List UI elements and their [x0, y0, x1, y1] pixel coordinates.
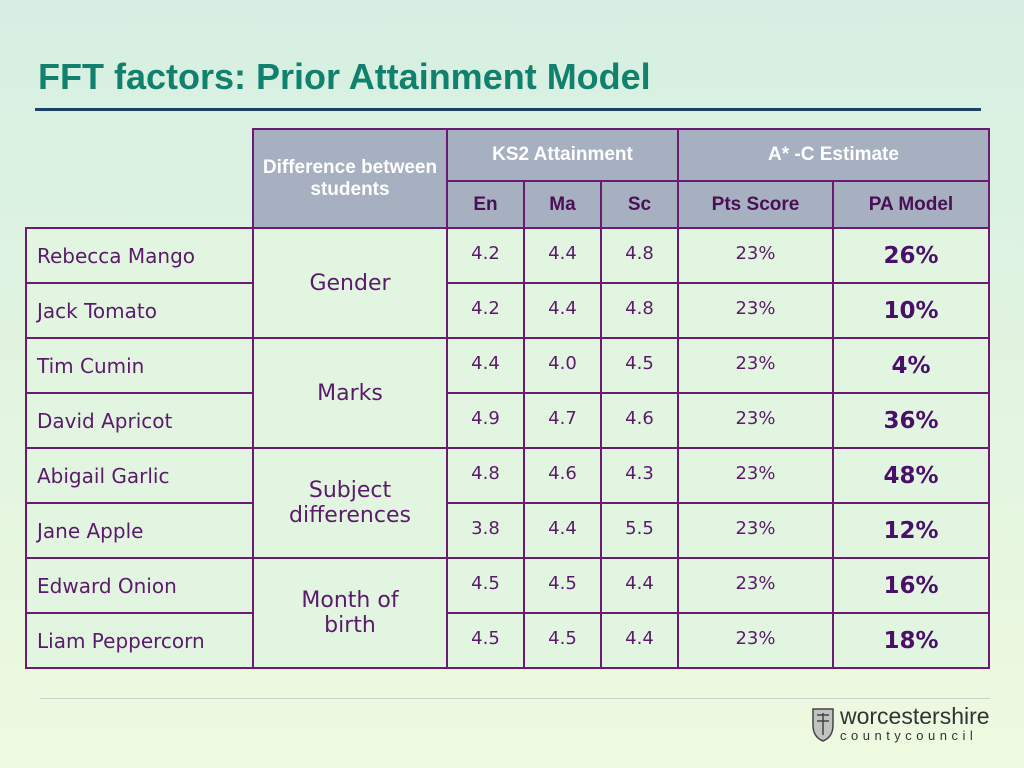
logo: worcestershire countycouncil: [810, 703, 995, 743]
table-row: Jack Tomato 4.2 4.4 4.8 23% 10%: [25, 282, 990, 339]
table-row: Edward Onion Month of birth 4.5 4.5 4.4 23% 16…: [25, 557, 990, 669]
footer-rule: [40, 698, 990, 699]
table-row: Liam Peppercorn 4.5 4.5 4.4 23% 18%: [25, 612, 990, 669]
title-rule: [35, 108, 981, 111]
value-cell: 4.5: [523, 557, 602, 614]
student-name: Tim Cumin: [25, 337, 254, 394]
header-cell: A* -C Estimate: [677, 128, 990, 182]
table-row: Tim Cumin Marks 4.4 4.0 4.5 23% 4%: [25, 337, 990, 449]
student-name: Edward Onion: [25, 557, 254, 614]
value-cell: 4.4: [446, 337, 525, 394]
value-cell: 3.8: [446, 502, 525, 559]
slide-title: FFT factors: Prior Attainment Model: [38, 56, 651, 97]
student-name: Rebecca Mango: [25, 227, 254, 284]
header-cell: Difference between students: [252, 128, 448, 229]
student-name: Liam Peppercorn: [25, 612, 254, 669]
value-cell: 23%: [677, 447, 834, 504]
value-cell: 23%: [677, 227, 834, 284]
table-row: Abigail Garlic Subject differences 4.8 4.6 4…: [25, 447, 990, 559]
value-cell: 23%: [677, 392, 834, 449]
value-cell: 4.6: [600, 392, 679, 449]
subheader-cell: PA Model: [832, 180, 990, 229]
value-cell: 4.4: [523, 502, 602, 559]
table-row: David Apricot 4.9 4.7 4.6 23% 36%: [25, 392, 990, 449]
value-cell: 4.4: [523, 282, 602, 339]
group-label: Gender: [252, 227, 448, 339]
group-label: Month of birth: [252, 557, 448, 669]
value-cell: 23%: [677, 337, 834, 394]
pa-model-cell: 48%: [832, 447, 990, 504]
crest-icon: [812, 708, 834, 742]
value-cell: 4.3: [600, 447, 679, 504]
group-label: Subject differences: [252, 447, 448, 559]
table-row: Jane Apple 3.8 4.4 5.5 23% 12%: [25, 502, 990, 559]
value-cell: 23%: [677, 282, 834, 339]
value-cell: 4.0: [523, 337, 602, 394]
header-cell: KS2 Attainment: [446, 128, 679, 182]
subheader-cell: Pts Score: [677, 180, 834, 229]
table-body: Rebecca Mango Gender 4.2 4.4 4.8 23% 26% Jack T…: [25, 227, 990, 669]
value-cell: 5.5: [600, 502, 679, 559]
pa-model-cell: 16%: [832, 557, 990, 614]
student-name: Abigail Garlic: [25, 447, 254, 504]
value-cell: 23%: [677, 612, 834, 669]
logo-name: worcestershire: [840, 703, 990, 729]
pa-model-cell: 26%: [832, 227, 990, 284]
group-label: Marks: [252, 337, 448, 449]
value-cell: 4.8: [600, 227, 679, 284]
value-cell: 4.5: [523, 612, 602, 669]
value-cell: 4.2: [446, 227, 525, 284]
value-cell: 4.2: [446, 282, 525, 339]
value-cell: 4.4: [600, 557, 679, 614]
data-table: Difference between students KS2 Attainme…: [25, 128, 990, 669]
subheader-cell: Sc: [600, 180, 679, 229]
value-cell: 4.4: [523, 227, 602, 284]
pa-model-cell: 4%: [832, 337, 990, 394]
value-cell: 4.9: [446, 392, 525, 449]
value-cell: 4.7: [523, 392, 602, 449]
value-cell: 4.5: [446, 557, 525, 614]
value-cell: 4.4: [600, 612, 679, 669]
student-name: David Apricot: [25, 392, 254, 449]
subheader-cell: En: [446, 180, 525, 229]
value-cell: 4.8: [446, 447, 525, 504]
value-cell: 4.6: [523, 447, 602, 504]
blank-cell: [26, 129, 253, 228]
pa-model-cell: 12%: [832, 502, 990, 559]
pa-model-cell: 18%: [832, 612, 990, 669]
student-name: Jane Apple: [25, 502, 254, 559]
value-cell: 23%: [677, 502, 834, 559]
subheader-row: En Ma Sc Pts Score PA Model: [26, 180, 990, 229]
subheader-cell: Ma: [523, 180, 602, 229]
pa-model-cell: 10%: [832, 282, 990, 339]
table-row: Rebecca Mango Gender 4.2 4.4 4.8 23% 26%: [25, 227, 990, 339]
value-cell: 4.8: [600, 282, 679, 339]
value-cell: 23%: [677, 557, 834, 614]
pa-model-cell: 36%: [832, 392, 990, 449]
value-cell: 4.5: [600, 337, 679, 394]
value-cell: 4.5: [446, 612, 525, 669]
student-name: Jack Tomato: [25, 282, 254, 339]
logo-subtitle: countycouncil: [840, 728, 978, 743]
